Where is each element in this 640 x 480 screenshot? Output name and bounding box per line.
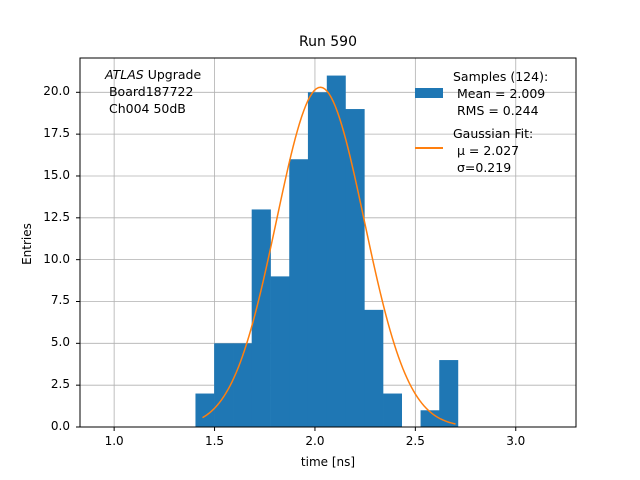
histogram-bar [439,360,459,427]
chart-title: Run 590 [298,34,358,50]
x-tick-label: 1.5 [204,434,225,448]
legend: Samples (124): Mean = 2.009 RMS = 0.244 … [405,68,548,176]
histogram-bar [233,343,252,427]
histogram-bar [251,209,271,427]
x-tick-label: 2.0 [305,434,325,448]
x-tick-label: 3.0 [506,434,526,448]
histogram-bar [214,343,234,427]
legend-samples-title: Samples (124): [453,69,549,84]
board-label: Board187722 [105,84,194,99]
y-tick-label: 10.0 [43,251,70,266]
histogram-bars [195,75,459,428]
legend-fit-title: Gaussian Fit: [453,126,534,141]
histogram-bar [195,393,215,427]
y-tick-label: 17.5 [43,126,70,141]
legend-fit-sigma: σ=0.219 [453,160,512,175]
atlas-annotation: ATLAS Upgrade Board187722 Ch004 50dB [105,66,201,117]
legend-samples-rms: RMS = 0.244 [453,103,539,118]
y-tick-label: 2.5 [50,377,70,392]
x-axis-label: time [ns] [300,455,356,469]
histogram-bar [270,276,290,427]
histogram-bar [383,393,402,427]
y-tick-label: 0.0 [50,419,70,433]
legend-bar-swatch [415,88,443,98]
atlas-upgrade: Upgrade [143,67,202,82]
y-tick-label: 7.5 [50,293,70,308]
plot-frame [79,57,577,428]
y-tick-label: 12.5 [43,209,70,224]
histogram-bar [307,92,328,427]
channel-label: Ch004 50dB [105,101,186,116]
histogram-bar [345,109,365,427]
histogram-bar [289,159,309,427]
gaussian-fit-line [202,86,456,425]
legend-fit-mu: μ = 2.027 [453,143,520,158]
legend-samples-mean: Mean = 2.009 [453,86,546,101]
x-tick-label: 1.0 [104,434,124,448]
histogram-bar [326,75,346,428]
axis-ticks [76,91,517,431]
histogram-bar [420,410,440,427]
y-tick-label: 20.0 [43,84,70,99]
y-tick-label: 15.0 [43,167,70,182]
histogram-bar [364,309,384,427]
atlas-italic: ATLAS [105,67,144,82]
y-tick-label: 5.0 [50,335,70,350]
x-tick-label: 2.5 [405,434,425,448]
legend-line-swatch [415,147,443,149]
